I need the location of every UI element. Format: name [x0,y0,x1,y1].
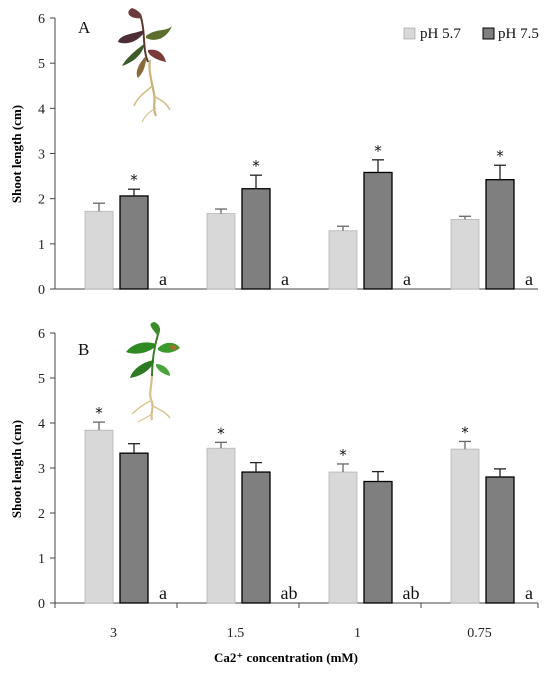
panel-a-y-axis-title: Shoot length (cm) [9,105,24,203]
panel-a-bar-ph57 [206,213,236,290]
panel-b-letter: B [78,340,89,359]
panel-a-significance-star: * [130,171,138,189]
legend-swatch-ph57 [403,27,416,40]
panel-a-y-tick-label: 0 [38,283,45,298]
panel-a-bars: * * * * a a a a [84,142,533,290]
panel-a-y-tick-label: 3 [38,148,45,163]
panel-a-bar-ph57 [328,230,358,290]
panel-b-bar-ph75 [485,476,515,604]
panel-b-y-tick-label: 1 [38,552,45,567]
panel-b-y-tick-label: 6 [38,327,45,342]
panel-a-y-tick-label: 6 [38,12,45,27]
panel-b-bar-ph75 [241,471,271,604]
panel-b-y-tick-label: 5 [38,372,45,387]
panel-a-letter: A [78,18,91,37]
panel-b-y-tick-label: 4 [38,417,45,432]
panel-a-significance-star: * [496,147,504,165]
panel-a-bar-ph75 [363,171,393,290]
panel-a-group-letter: a [159,269,167,289]
panel-a-significance-star: * [252,157,260,175]
panel-b-y-tick-label: 2 [38,507,45,522]
panel-b: B Shoot length (cm) Ca2⁺ concentration (… [9,322,539,665]
panel-b-bars: * * * * a ab ab a [84,404,533,604]
panel-a-bar-ph75 [485,179,515,290]
panel-a-bar-ph57 [84,210,114,290]
panel-b-y-axis-title: Shoot length (cm) [9,420,24,518]
panel-b-y-tick-label: 0 [38,597,45,612]
panel-a-bar-ph75 [241,188,271,290]
panel-b-significance-star: * [217,424,225,442]
panel-a-bar-ph75 [119,195,149,290]
panel-a-group-letter: a [525,269,533,289]
panel-a-group-letter: a [281,269,289,289]
panel-b-significance-star: * [95,404,103,422]
panel-a-y-tick-label: 5 [38,57,45,72]
x-axis-title: Ca2⁺ concentration (mM) [214,650,358,665]
panel-b-bar-ph75 [363,480,393,604]
panel-a-y-tick-label: 4 [38,102,45,117]
panel-b-y-tick-label: 3 [38,462,45,477]
legend: pH 5.7 pH 7.5 [403,26,539,42]
panel-a-group-letter: a [403,269,411,289]
panel-b-group-letter: ab [403,583,420,603]
panel-b-bar-ph57 [206,447,236,604]
legend-label-ph57: pH 5.7 [420,26,461,42]
panel-a-y-tick-label: 1 [38,238,45,253]
panel-b-group-letter: a [159,583,167,603]
x-tick-label: 1.5 [227,626,245,641]
legend-swatch-ph75 [482,27,495,40]
x-tick-label: 0.75 [467,626,492,641]
panel-b-significance-star: * [461,423,469,441]
panel-b-group-letter: a [525,583,533,603]
panel-b-significance-star: * [339,446,347,464]
plant-reddish-chlorotic-icon [118,8,172,123]
panel-a: A Shoot length (cm) pH 5.7 pH 7.5 0 1 2 3 4 5… [9,8,539,298]
panel-a-significance-star: * [374,142,382,160]
x-tick-label: 3 [110,626,117,641]
panel-b-bar-ph57 [450,448,480,604]
x-tick-label: 1 [354,626,361,641]
panel-b-bar-ph75 [119,452,149,604]
panel-b-bar-ph57 [328,471,358,604]
panel-b-bar-ph57 [84,429,114,604]
panel-a-bar-ph57 [450,219,480,290]
panel-b-group-letter: ab [281,583,298,603]
plant-green-healthy-icon [126,322,180,423]
legend-label-ph75: pH 7.5 [498,26,539,42]
panel-a-y-tick-label: 2 [38,193,45,208]
